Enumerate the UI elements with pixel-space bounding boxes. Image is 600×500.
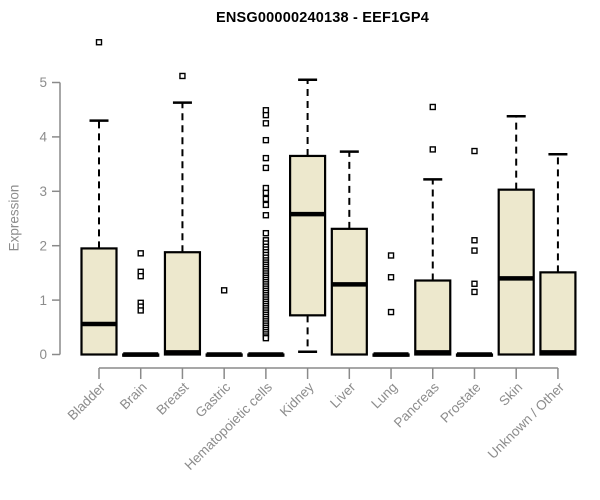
- box-skin: [497, 114, 535, 356]
- outlier-point: [387, 308, 395, 316]
- outlier-point: [220, 287, 228, 294]
- y-tick-label: 2: [39, 238, 47, 253]
- outlier-point: [262, 334, 270, 342]
- outlier-point: [262, 164, 270, 172]
- category-label-brain: Brain: [117, 380, 150, 413]
- outlier-point: [262, 136, 270, 144]
- outlier-point: [262, 229, 270, 237]
- outlier-point: [262, 212, 270, 219]
- box-unknown-other: [539, 153, 577, 356]
- box-bladder: [80, 39, 118, 356]
- chart-title: ENSG00000240138 - EEF1GP4: [216, 10, 429, 26]
- outlier-point: [262, 195, 270, 203]
- outlier-point: [137, 307, 144, 314]
- outlier-point: [262, 120, 270, 127]
- box-lung: [372, 252, 410, 357]
- box-kidney: [289, 78, 327, 354]
- y-tick-label: 3: [39, 184, 47, 199]
- outlier-point: [471, 280, 478, 287]
- y-tick-label: 1: [39, 293, 47, 308]
- box-prostate: [455, 147, 494, 357]
- iqr-box: [289, 154, 327, 317]
- y-tick-label: 4: [39, 130, 47, 145]
- outlier-point: [262, 201, 270, 209]
- box-hematopoietic-cells: [247, 107, 285, 357]
- iqr-box: [163, 251, 202, 356]
- iqr-box: [414, 279, 452, 356]
- category-label-prostate: Prostate: [437, 380, 483, 426]
- outlier-point: [471, 147, 478, 155]
- outlier-point: [179, 72, 186, 80]
- outlier-point: [429, 103, 436, 111]
- outlier-point: [137, 250, 144, 257]
- outlier-point: [262, 111, 270, 119]
- outlier-point: [387, 274, 395, 281]
- box-liver: [330, 150, 368, 356]
- outlier-point: [471, 237, 478, 244]
- outlier-point: [471, 247, 478, 254]
- iqr-box: [330, 227, 368, 356]
- outlier-point: [95, 39, 103, 46]
- box-pancreas: [414, 103, 452, 356]
- category-label-kidney: Kidney: [277, 379, 317, 419]
- box-breast: [163, 72, 202, 356]
- box-gastric: [205, 287, 243, 357]
- outlier-point: [387, 252, 395, 259]
- outlier-point: [262, 154, 270, 162]
- category-label-skin: Skin: [496, 380, 525, 409]
- category-label-unknown-other: Unknown / Other: [485, 379, 568, 462]
- iqr-box: [497, 188, 535, 356]
- y-tick-label: 0: [39, 347, 47, 362]
- outlier-point: [262, 189, 270, 197]
- outlier-point: [137, 272, 144, 280]
- category-label-lung: Lung: [368, 380, 400, 412]
- category-label-liver: Liver: [327, 379, 359, 411]
- iqr-box: [539, 271, 577, 356]
- y-axis: 0 1 2 3 4 5: [39, 75, 61, 362]
- category-label-bladder: Bladder: [65, 379, 109, 423]
- category-label-pancreas: Pancreas: [391, 379, 442, 430]
- category-label-gastric: Gastric: [192, 379, 233, 420]
- outlier-point: [471, 288, 478, 296]
- iqr-box: [80, 247, 118, 356]
- y-tick-label: 5: [39, 75, 47, 90]
- category-label-breast: Breast: [153, 379, 191, 417]
- outlier-point: [429, 146, 436, 153]
- box-brain: [122, 250, 160, 357]
